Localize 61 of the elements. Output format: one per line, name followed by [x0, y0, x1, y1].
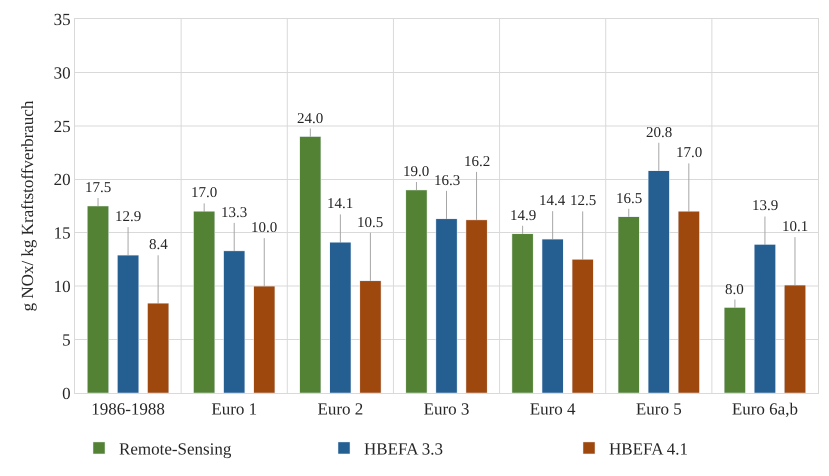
y-tick-label: 35: [54, 10, 71, 29]
data-label: 14.1: [327, 196, 354, 212]
bar: [406, 190, 428, 393]
data-label: 13.3: [221, 205, 248, 221]
data-label: 17.0: [191, 185, 218, 201]
bar: [784, 284, 806, 393]
legend-label: HBEFA 4.1: [609, 440, 688, 459]
data-label: 20.8: [646, 125, 672, 141]
data-label: 8.4: [149, 237, 168, 253]
bar: [87, 206, 109, 393]
x-tick-label: Euro 3: [424, 399, 470, 418]
y-tick-label: 5: [62, 330, 71, 350]
bar: [572, 259, 594, 393]
x-tick-label: Euro 1: [211, 399, 258, 418]
bar: [117, 254, 139, 393]
bar: [542, 238, 564, 393]
bar: [436, 218, 458, 393]
data-label: 19.0: [403, 164, 430, 180]
data-label: 8.0: [725, 282, 744, 298]
bar: [724, 307, 746, 393]
y-tick-label: 20: [54, 170, 71, 190]
data-label: 16.2: [464, 154, 490, 170]
x-tick-label: 1986-1988: [91, 399, 165, 418]
bar: [147, 302, 170, 393]
bar: [299, 136, 322, 393]
bar: [618, 216, 640, 393]
bar: [754, 244, 776, 393]
bar: [512, 234, 534, 393]
x-tick-label: Euro 6a,b: [732, 399, 798, 418]
bar: [678, 211, 700, 393]
data-label: 14.9: [510, 208, 536, 224]
data-label: 12.9: [115, 209, 142, 225]
bar: [193, 211, 215, 393]
x-tick-label: Euro 4: [530, 399, 576, 418]
data-label: 14.4: [539, 193, 566, 209]
bar: [466, 220, 488, 393]
bar: [253, 286, 276, 393]
x-tick-label: Euro 2: [317, 399, 364, 418]
bar: [329, 242, 352, 393]
data-label: 17.5: [85, 180, 112, 196]
y-tick-label: 30: [54, 63, 71, 82]
legend-label: Remote-Sensing: [119, 440, 232, 459]
y-tick-label: 10: [54, 277, 71, 296]
data-label: 10.0: [251, 220, 278, 236]
data-label: 16.3: [434, 173, 460, 189]
data-label: 10.5: [357, 215, 384, 231]
y-tick-label: 0: [62, 384, 71, 403]
bar: [648, 170, 670, 393]
data-label: 24.0: [297, 111, 324, 127]
bar: [223, 250, 246, 393]
data-label: 13.9: [752, 198, 778, 214]
data-label: 17.0: [676, 145, 702, 161]
data-label: 12.5: [570, 193, 596, 209]
data-label: 10.1: [782, 219, 808, 235]
bar: [360, 280, 382, 393]
y-tick-label: 25: [54, 116, 71, 136]
y-axis-title: g NOx/ kg Kraftstoffverbrauch: [18, 100, 38, 312]
y-tick-label: 15: [54, 224, 71, 243]
x-tick-label: Euro 5: [636, 399, 682, 418]
data-label: 16.5: [616, 191, 642, 207]
legend-label: HBEFA 3.3: [364, 440, 444, 459]
